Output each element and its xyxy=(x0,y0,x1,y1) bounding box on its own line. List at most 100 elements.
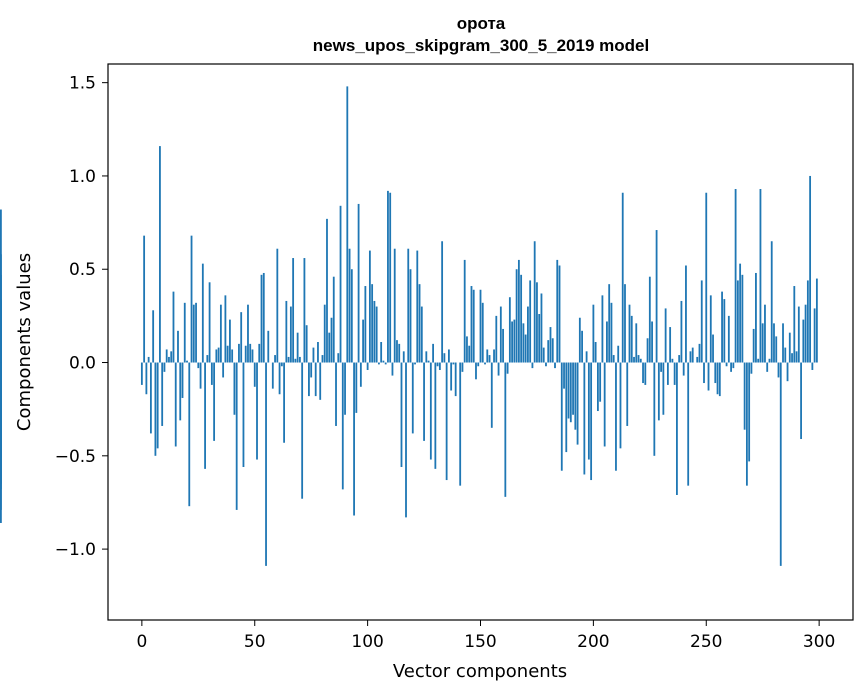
bar-132 xyxy=(438,362,441,370)
bar-205 xyxy=(603,362,606,447)
bar-177 xyxy=(540,293,543,363)
bar-83 xyxy=(328,332,331,363)
bar-30 xyxy=(208,282,211,363)
bar-191 xyxy=(572,362,574,415)
bar-91 xyxy=(346,86,349,363)
bar-58 xyxy=(271,362,274,389)
bar-146 xyxy=(470,286,473,363)
bar-145 xyxy=(468,345,471,363)
bar-190 xyxy=(569,362,572,423)
bar-219 xyxy=(635,323,638,363)
bar-109 xyxy=(387,190,389,363)
bar-144 xyxy=(466,336,468,363)
bar-18 xyxy=(181,362,184,398)
bar-274 xyxy=(759,189,762,363)
bar-48 xyxy=(249,343,252,363)
bar-214 xyxy=(624,284,626,363)
bar-100 xyxy=(366,362,369,370)
bar-81 xyxy=(323,304,326,363)
bar-195 xyxy=(581,330,583,363)
bars-group xyxy=(0,86,818,566)
bar-71 xyxy=(301,362,304,499)
bar-203 xyxy=(599,362,602,402)
bar-173 xyxy=(531,362,534,369)
bar-215 xyxy=(626,362,629,426)
bar-216 xyxy=(628,304,631,363)
bar-111 xyxy=(391,362,394,376)
bar-209 xyxy=(612,355,615,363)
bar-226 xyxy=(651,321,653,363)
bar-264 xyxy=(736,280,739,363)
bar-79 xyxy=(319,362,322,400)
bar-254 xyxy=(714,362,717,384)
bar-74 xyxy=(308,362,310,397)
bar-2 xyxy=(145,362,148,395)
bar-137 xyxy=(450,362,453,391)
bar-133 xyxy=(441,241,444,363)
bar-213 xyxy=(621,192,624,363)
bar-171 xyxy=(527,306,529,363)
bar-17 xyxy=(179,362,182,421)
bar-172 xyxy=(529,280,532,363)
plot-frame xyxy=(107,63,854,621)
bar-151 xyxy=(481,302,484,363)
bar-66 xyxy=(289,306,292,363)
bar-268 xyxy=(745,362,748,486)
bar-242 xyxy=(687,362,690,486)
bar-77 xyxy=(314,362,317,397)
bar-272 xyxy=(755,272,757,363)
bar-56 xyxy=(267,330,270,363)
bar-114 xyxy=(398,343,401,363)
x-tick-label: 0 xyxy=(136,632,147,652)
bar-250 xyxy=(705,192,708,363)
bar-221 xyxy=(639,358,642,363)
bar-286 xyxy=(786,362,789,382)
bar-270 xyxy=(750,362,753,374)
bar-42 xyxy=(235,362,238,510)
bar-259 xyxy=(725,362,728,367)
bar-185 xyxy=(558,265,561,363)
bar-235 xyxy=(671,358,674,363)
bar-129 xyxy=(432,343,434,363)
bar-258 xyxy=(723,299,726,363)
bar-206 xyxy=(606,321,608,363)
bar-80 xyxy=(321,355,324,363)
bar-25 xyxy=(197,362,200,369)
bar-20 xyxy=(186,360,188,363)
bar-197 xyxy=(585,351,588,363)
bar-116 xyxy=(402,351,405,363)
bar-61 xyxy=(278,362,281,395)
bar-298 xyxy=(813,308,816,363)
bar-202 xyxy=(596,362,599,412)
bar-182 xyxy=(551,338,554,363)
bar-54 xyxy=(262,272,265,363)
y-tick-label: 1.0 xyxy=(69,167,96,187)
y-tick-label: −0.5 xyxy=(55,447,96,467)
bar-60 xyxy=(276,248,279,363)
bar-292 xyxy=(800,362,802,440)
bar-211 xyxy=(617,345,620,363)
bar-256 xyxy=(718,362,721,397)
bar-156 xyxy=(493,349,495,363)
bar-84 xyxy=(330,317,333,363)
bar-105 xyxy=(378,362,380,365)
bar-252 xyxy=(709,295,712,363)
bar-158 xyxy=(497,362,500,376)
bar-225 xyxy=(648,276,651,363)
bar-35 xyxy=(219,304,222,363)
bar-167 xyxy=(517,259,520,363)
bar-147 xyxy=(472,289,475,363)
bar-55 xyxy=(265,362,267,566)
bar-107 xyxy=(382,360,385,363)
bar-217 xyxy=(630,315,633,363)
bar-70 xyxy=(298,356,301,363)
bar-113 xyxy=(396,340,398,363)
bar-7 xyxy=(156,362,159,449)
bar-248 xyxy=(700,280,703,363)
bar-92 xyxy=(348,248,351,363)
bar-207 xyxy=(608,284,611,363)
bar-31 xyxy=(210,362,213,385)
bar-260 xyxy=(727,315,730,363)
bar-198 xyxy=(587,362,590,460)
bar-224 xyxy=(646,338,649,363)
